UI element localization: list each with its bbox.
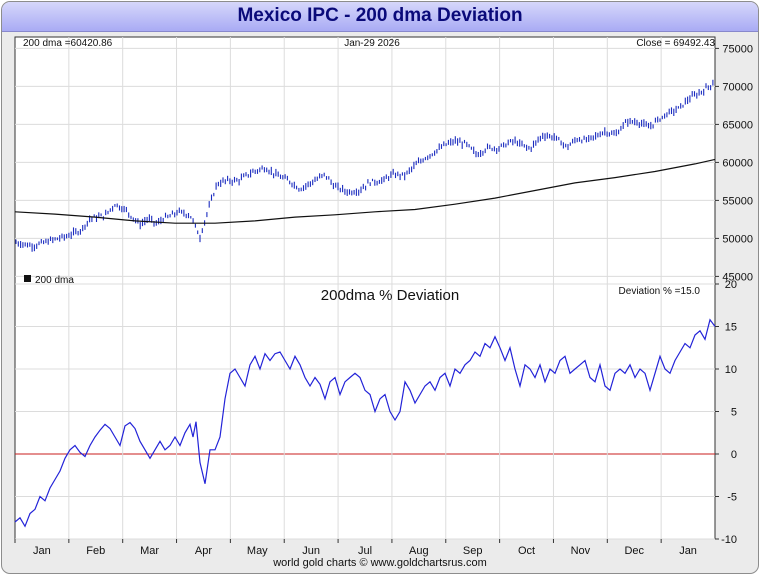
deviation-y-tick-label: -5 bbox=[727, 492, 737, 504]
month-label: Oct bbox=[518, 545, 535, 557]
month-label: Nov bbox=[571, 545, 591, 557]
info-dma-value: 200 dma =60420.86 bbox=[23, 38, 113, 49]
month-label: Jul bbox=[358, 545, 372, 557]
legend-label: 200 dma bbox=[35, 275, 74, 286]
footer-credit: world gold charts © www.goldchartsrus.co… bbox=[273, 557, 487, 569]
deviation-y-tick-labels: -10 -5 0 5 10 15 20 bbox=[721, 279, 737, 546]
month-label: Feb bbox=[86, 545, 105, 557]
month-label: Jun bbox=[302, 545, 320, 557]
info-deviation-value: Deviation % =15.0 bbox=[619, 286, 701, 297]
deviation-line bbox=[14, 318, 716, 528]
month-label: Mar bbox=[140, 545, 159, 557]
info-date: Jan-29 2026 bbox=[344, 38, 400, 49]
legend-swatch bbox=[24, 275, 31, 282]
chart-title: Mexico IPC - 200 dma Deviation bbox=[237, 5, 523, 26]
month-label: Sep bbox=[463, 545, 483, 557]
price-y-tick-labels: 45000 50000 55000 60000 65000 70000 75000 bbox=[722, 43, 753, 283]
dma-200-line bbox=[14, 158, 716, 224]
deviation-panel-title: 200dma % Deviation bbox=[321, 287, 459, 304]
price-plot-area bbox=[14, 36, 716, 285]
deviation-y-tick-label: 15 bbox=[725, 322, 737, 334]
price-y-tick-label: 70000 bbox=[722, 81, 753, 93]
price-y-tick-label: 65000 bbox=[722, 119, 753, 131]
deviation-y-tick-label: -10 bbox=[721, 534, 737, 546]
price-bars bbox=[15, 79, 714, 252]
month-label: Apr bbox=[195, 545, 212, 557]
price-y-tick-label: 55000 bbox=[722, 195, 753, 207]
price-y-tick-label: 45000 bbox=[722, 271, 753, 283]
deviation-y-tick-label: 0 bbox=[731, 449, 737, 461]
x-month-labels: Jan Feb Mar Apr May Jun Jul Aug Sep Oct Nov Dec Jan bbox=[33, 545, 697, 557]
price-y-tick-label: 75000 bbox=[722, 43, 753, 55]
month-label: May bbox=[247, 545, 268, 557]
deviation-y-tick-label: 5 bbox=[731, 407, 737, 419]
price-grid bbox=[15, 37, 719, 284]
deviation-y-tick-label: 20 bbox=[725, 279, 737, 291]
month-label: Aug bbox=[409, 545, 429, 557]
info-close: Close = 69492.43 bbox=[636, 38, 715, 49]
price-y-tick-label: 50000 bbox=[722, 233, 753, 245]
month-label: Jan bbox=[33, 545, 51, 557]
deviation-y-tick-label: 10 bbox=[725, 364, 737, 376]
month-label: Jan bbox=[679, 545, 697, 557]
title-bar: Mexico IPC - 200 dma Deviation bbox=[2, 2, 758, 32]
month-label: Dec bbox=[624, 545, 644, 557]
price-y-tick-label: 60000 bbox=[722, 157, 753, 169]
